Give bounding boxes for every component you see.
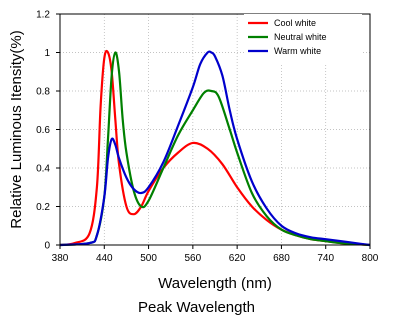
y-tick-label: 1 xyxy=(44,48,50,59)
series-line-warm-white xyxy=(59,50,371,247)
y-axis-ticks: 0 0.2 0.4 0.6 0.8 1 1.2 xyxy=(36,10,60,252)
y-tick-label: 0.2 xyxy=(36,202,50,213)
figure-caption: Peak Wavelength xyxy=(137,299,255,316)
x-tick-label: 740 xyxy=(317,253,334,264)
y-tick-label: 0.8 xyxy=(36,87,50,98)
x-tick-label: 620 xyxy=(229,253,246,264)
spectrum-chart: 380 440 500 560 620 680 740 800 0 0.2 0.4 0.6 0.8 1 1… xyxy=(8,10,379,293)
x-tick-label: 440 xyxy=(96,253,113,264)
x-tick-label: 680 xyxy=(273,253,290,264)
y-tick-label: 0.6 xyxy=(36,125,50,136)
x-axis-ticks: 380 440 500 560 620 680 740 800 xyxy=(52,245,379,264)
legend-label-neutral-white: Neutral white xyxy=(274,32,327,42)
x-tick-label: 380 xyxy=(52,253,69,264)
y-tick-label: 0.4 xyxy=(36,164,50,175)
legend-label-warm-white: Warm white xyxy=(274,46,321,56)
x-axis-title: Wavelength (nm) xyxy=(158,275,272,292)
y-axis-title: Relative Luminous Itensity(%) xyxy=(8,30,25,228)
series-line-neutral-white xyxy=(59,51,371,247)
x-tick-label: 560 xyxy=(185,253,202,264)
x-tick-label: 800 xyxy=(362,253,379,264)
legend: Cool white Neutral white Warm white xyxy=(244,14,362,64)
x-tick-label: 500 xyxy=(140,253,157,264)
y-tick-label: 0 xyxy=(44,241,50,252)
series-group xyxy=(59,49,371,247)
legend-label-cool-white: Cool white xyxy=(274,18,316,28)
y-tick-label: 1.2 xyxy=(36,10,50,21)
